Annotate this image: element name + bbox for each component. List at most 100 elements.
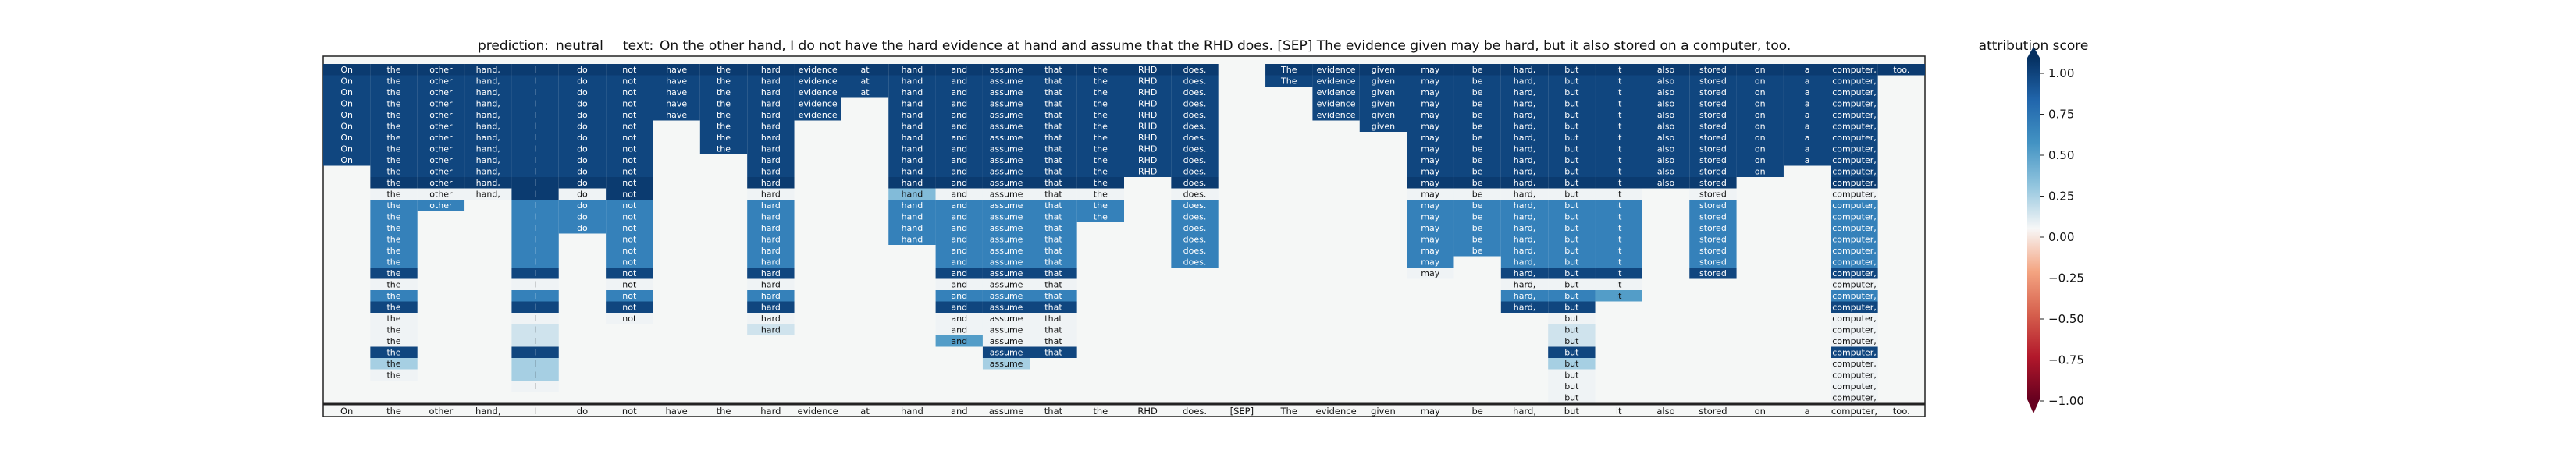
heatmap-cell: [1453, 222, 1501, 234]
heatmap-cell: [1736, 98, 1784, 109]
heatmap-cell: [511, 200, 559, 211]
heatmap-cell-label: the: [1094, 65, 1108, 75]
heatmap-cell: [982, 324, 1030, 335]
heatmap-cell-label: computer,: [1832, 393, 1877, 403]
heatmap-cell-label: and: [951, 87, 967, 98]
heatmap-cell: [1548, 154, 1596, 166]
heatmap-cell: [558, 154, 607, 166]
heatmap-cell: [1124, 64, 1172, 76]
heatmap-cell-label: and: [951, 144, 967, 154]
heatmap-cell-label: hard: [761, 110, 781, 120]
heatmap-cell-label: assume: [990, 235, 1023, 245]
heatmap-cell: [1076, 109, 1124, 121]
heatmap-cell: [511, 256, 559, 268]
heatmap-cell: [1124, 120, 1172, 132]
heatmap-cell-label: do: [577, 144, 588, 154]
heatmap-cell: [794, 98, 841, 109]
heatmap-cell: [511, 222, 559, 234]
heatmap-cell: [1453, 245, 1501, 257]
heatmap-cell: [1548, 335, 1596, 347]
heatmap-cell-label: given: [1372, 110, 1395, 120]
heatmap-cell-label: I: [534, 110, 536, 120]
heatmap-cell-label: the: [717, 133, 731, 143]
heatmap-cell: [1030, 109, 1077, 121]
heatmap-cell-label: do: [577, 155, 588, 165]
heatmap-cell-label: may: [1421, 268, 1439, 278]
heatmap-cell-label: may: [1421, 200, 1439, 211]
heatmap-cell-label: other: [429, 122, 453, 132]
heatmap-cell-label: but: [1564, 268, 1579, 278]
heatmap-cell: [323, 98, 371, 109]
heatmap-cell: [888, 75, 936, 87]
heatmap-cell-label: not: [622, 235, 637, 245]
colorbar: attribution score 1.00 0.75 0.50 0.25 0.00 −0…: [1979, 38, 2088, 413]
heatmap-cell-label: the: [386, 99, 400, 109]
heatmap-cell-label: given: [1372, 65, 1395, 75]
heatmap-cell-label: hard,: [1514, 212, 1536, 222]
heatmap-cell-label: on: [1755, 167, 1766, 177]
heatmap-cell: [1359, 109, 1407, 121]
heatmap-cell-label: stored: [1699, 178, 1727, 188]
heatmap-cell-label: and: [951, 76, 967, 87]
heatmap-cell-label: stored: [1699, 223, 1727, 233]
heatmap-cell: [558, 64, 607, 76]
x-tick-label: hand: [901, 406, 923, 417]
heatmap-cell-label: but: [1564, 76, 1579, 87]
heatmap-cell: [653, 64, 700, 76]
heatmap-cell-label: evidence: [799, 76, 838, 87]
heatmap-cell-label: other: [429, 178, 453, 188]
heatmap-cell-label: RHD: [1138, 144, 1157, 154]
heatmap-cell: [370, 211, 418, 222]
x-tick-label: be: [1471, 406, 1482, 417]
x-tick-label: computer,: [1831, 406, 1877, 417]
heatmap-cell-label: RHD: [1138, 87, 1157, 98]
heatmap-cell: [511, 109, 559, 121]
heatmap-cell: [747, 98, 795, 109]
heatmap-cell-label: the: [386, 325, 400, 335]
heatmap-cell-label: may: [1421, 246, 1439, 256]
heatmap-cell-label: assume: [990, 65, 1023, 75]
heatmap-cell: [370, 200, 418, 211]
heatmap-cell-label: evidence: [1317, 87, 1356, 98]
heatmap-cell-label: hard,: [1514, 122, 1536, 132]
heatmap-cell-label: it: [1616, 268, 1622, 278]
heatmap-cell: [747, 290, 795, 302]
heatmap-cell-label: may: [1421, 235, 1439, 245]
heatmap-cell-label: too.: [1893, 65, 1909, 75]
heatmap-cell-label: the: [386, 370, 400, 381]
heatmap-cell-label: on: [1755, 122, 1766, 132]
heatmap-cell: [606, 200, 653, 211]
heatmap-cell-label: I: [534, 246, 536, 256]
heatmap-cell-label: that: [1044, 133, 1062, 143]
heatmap-cell-label: on: [1755, 133, 1766, 143]
heatmap-cell-label: and: [951, 268, 967, 278]
heatmap-cell-label: hard: [761, 122, 781, 132]
heatmap-cell-label: stored: [1699, 122, 1727, 132]
heatmap-cell-label: the: [386, 291, 400, 301]
heatmap-cell: [1030, 222, 1077, 234]
heatmap-cell-label: hard,: [1514, 99, 1536, 109]
heatmap-cell: [1689, 132, 1737, 144]
colorbar-tick-label: −0.25: [2048, 271, 2084, 285]
heatmap-cell-label: hard,: [1514, 200, 1536, 211]
heatmap-cell-label: other: [429, 190, 453, 200]
heatmap-cell: [1783, 109, 1831, 121]
heatmap-cell: [1548, 64, 1596, 76]
heatmap-cell: [1171, 256, 1219, 268]
heatmap-cell: [511, 177, 559, 189]
heatmap-cell-label: but: [1564, 393, 1579, 403]
heatmap-cell-label: have: [666, 110, 687, 120]
heatmap-cell-label: hard,: [1514, 235, 1536, 245]
heatmap-cell-label: computer,: [1832, 178, 1877, 188]
heatmap-cell-label: stored: [1699, 268, 1727, 278]
heatmap-cell-label: I: [534, 325, 536, 335]
heatmap-cell-label: but: [1564, 200, 1579, 211]
heatmap-cell-label: and: [951, 223, 967, 233]
heatmap-cell-label: not: [622, 178, 637, 188]
heatmap-cell-label: and: [951, 336, 967, 346]
heatmap-cell-label: hard,: [1514, 257, 1536, 268]
heatmap-cell-label: on: [1755, 65, 1766, 75]
heatmap-cell: [1312, 87, 1360, 98]
heatmap-cell: [1030, 335, 1077, 347]
